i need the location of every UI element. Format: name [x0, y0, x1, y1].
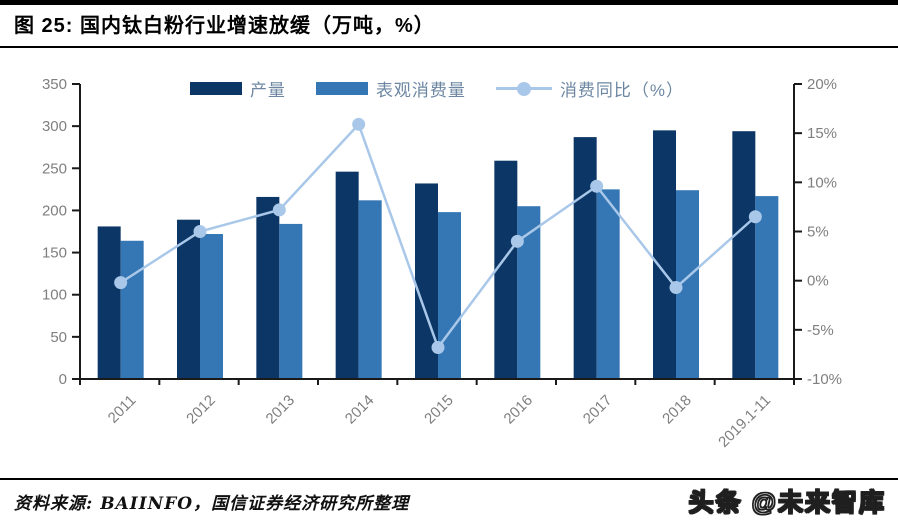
chart-area: 350 300 250 200 150 100 50 0 20% 15% 10% 5% 0% -5% -10…	[0, 48, 898, 463]
svg-text:-10%: -10%	[807, 371, 842, 388]
svg-text:-5%: -5%	[807, 322, 834, 339]
svg-text:10%: 10%	[807, 174, 837, 191]
svg-text:50: 50	[50, 329, 67, 346]
svg-text:2019.1-11: 2019.1-11	[715, 392, 774, 451]
svg-text:350: 350	[42, 76, 67, 93]
svg-text:2014: 2014	[342, 392, 378, 428]
svg-text:5%: 5%	[807, 224, 829, 241]
svg-text:2017: 2017	[580, 392, 616, 428]
watermark: 头条 @未来智库	[688, 488, 886, 517]
svg-text:300: 300	[42, 118, 67, 135]
svg-text:2012: 2012	[183, 392, 219, 428]
svg-text:2015: 2015	[421, 392, 457, 428]
svg-text:2011: 2011	[105, 392, 140, 427]
svg-text:20%: 20%	[807, 76, 837, 93]
top-rule	[0, 0, 898, 5]
svg-text:0: 0	[59, 371, 67, 388]
svg-text:2013: 2013	[263, 392, 299, 428]
svg-text:250: 250	[42, 160, 67, 177]
figure-footer: 资料来源: BAIINFO，国信证券经济研究所整理 头条 @未来智库	[0, 478, 898, 522]
chart-canvas: 350 300 250 200 150 100 50 0 20% 15% 10% 5% 0% -5% -10…	[42, 76, 842, 451]
source-note: 资料来源: BAIINFO，国信证券经济研究所整理	[14, 493, 410, 514]
svg-text:100: 100	[42, 287, 67, 304]
svg-text:2018: 2018	[659, 392, 695, 428]
svg-text:15%: 15%	[807, 125, 837, 142]
figure-header: 图 25: 国内钛白粉行业增速放缓（万吨，%）	[0, 0, 898, 48]
figure-title: 图 25: 国内钛白粉行业增速放缓（万吨，%）	[14, 15, 435, 37]
svg-text:200: 200	[42, 202, 67, 219]
svg-text:2016: 2016	[501, 392, 537, 428]
svg-text:150: 150	[42, 245, 67, 262]
svg-text:0%: 0%	[807, 273, 829, 290]
